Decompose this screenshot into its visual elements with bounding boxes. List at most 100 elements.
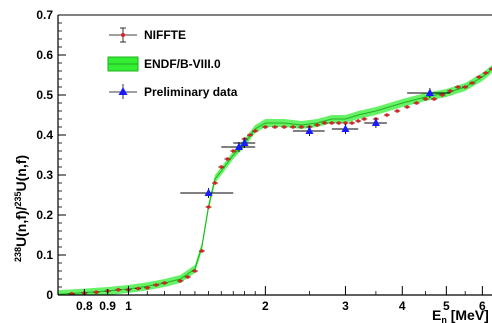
niffte-marker <box>185 275 190 279</box>
niffte-marker <box>362 117 367 121</box>
x-tick-label: 6 <box>479 299 486 313</box>
niffte-point <box>184 275 191 279</box>
niffte-marker <box>94 290 99 295</box>
niffte-point <box>361 117 368 121</box>
niffte-marker <box>200 249 204 253</box>
niffte-marker <box>206 205 211 209</box>
endf-line <box>58 68 492 295</box>
x-tick-label: 4 <box>399 299 406 313</box>
niffte-marker <box>343 121 348 125</box>
niffte-marker <box>350 121 354 125</box>
plot-area <box>58 65 492 295</box>
niffte-marker <box>440 93 445 97</box>
niffte-marker <box>470 81 475 85</box>
niffte-marker <box>336 121 341 125</box>
legend-endf-label: ENDF/B-VIII.0 <box>144 57 221 71</box>
niffte-point <box>191 269 198 273</box>
niffte-point <box>262 125 269 129</box>
y-tick-label: 0.4 <box>36 128 53 142</box>
niffte-marker <box>248 133 252 137</box>
preliminary-marker <box>234 142 243 150</box>
legend-entry-niffte: NIFFTE <box>109 27 186 43</box>
niffte-point <box>335 121 342 125</box>
preliminary-marker <box>425 88 434 96</box>
niffte-point <box>314 123 321 127</box>
niffte-point <box>205 205 212 209</box>
preliminary-marker <box>204 188 213 196</box>
y-tick-label: 0.7 <box>36 8 53 22</box>
niffte-marker <box>385 113 389 117</box>
preliminary-point <box>221 142 256 152</box>
legend-entry-preliminary: Preliminary data <box>109 84 238 99</box>
niffte-point <box>135 286 142 291</box>
preliminary-marker <box>371 118 380 126</box>
niffte-point <box>272 125 278 129</box>
niffte-point <box>115 288 122 292</box>
preliminary-marker <box>341 124 350 132</box>
niffte-point <box>218 165 225 169</box>
niffte-point <box>230 149 237 153</box>
x-tick-label: 3 <box>342 299 349 313</box>
niffte-marker <box>282 125 286 129</box>
niffte-marker <box>299 125 304 129</box>
legend-preliminary-marker <box>118 87 128 95</box>
axes: 0 0.1 0.2 0.3 0.4 0.5 0.6 0.7 0.8 0.9 1 2 3 4 5 6En [Me… <box>13 8 492 323</box>
niffte-marker <box>414 101 419 105</box>
niffte-point <box>289 125 296 129</box>
niffte-point <box>328 121 335 125</box>
niffte-point <box>404 105 411 109</box>
preliminary-point <box>364 118 387 128</box>
plot-inner <box>58 65 492 295</box>
x-tick-label: 1 <box>125 299 132 313</box>
y-tick-label: 0.3 <box>36 168 53 182</box>
x-tick-label: 0.8 <box>76 299 93 313</box>
niffte-marker <box>253 129 258 133</box>
y-tick-label: 0.1 <box>36 248 53 262</box>
niffte-marker <box>145 286 150 290</box>
preliminary-point <box>407 88 451 98</box>
niffte-marker <box>356 119 360 123</box>
niffte-point <box>447 89 454 93</box>
niffte-marker <box>432 97 436 101</box>
niffte-point <box>93 290 100 295</box>
niffte-point <box>348 121 355 125</box>
niffte-point <box>469 81 476 85</box>
preliminary-point <box>180 188 234 198</box>
niffte-marker <box>231 149 236 153</box>
niffte-point <box>177 279 184 283</box>
niffte-point <box>342 121 349 125</box>
legend: NIFFTE ENDF/B-VIII.0 Preliminary data <box>107 27 238 99</box>
niffte-marker <box>213 181 217 185</box>
niffte-marker <box>483 71 488 75</box>
niffte-point <box>321 121 328 125</box>
niffte-marker <box>291 125 295 129</box>
niffte-point <box>454 85 461 89</box>
niffte-marker <box>395 109 400 113</box>
niffte-point <box>246 133 253 137</box>
niffte-point <box>68 292 75 295</box>
niffte-marker <box>463 85 467 89</box>
niffte-point <box>224 157 231 161</box>
niffte-point <box>298 125 305 129</box>
niffte-marker <box>423 97 428 101</box>
niffte-point <box>462 85 469 89</box>
legend-preliminary-label: Preliminary data <box>144 85 238 99</box>
preliminary-marker <box>240 138 249 146</box>
niffte-marker <box>116 288 121 292</box>
x-tick-label: 5 <box>443 299 450 313</box>
niffte-marker <box>330 121 334 125</box>
niffte-marker <box>193 269 197 273</box>
niffte-point <box>144 286 151 290</box>
niffte-marker <box>322 121 327 125</box>
niffte-point <box>422 97 429 101</box>
y-tick-label: 0.2 <box>36 208 53 222</box>
y-axis-title: 238U(n,f)/235U(n,f) <box>13 155 29 262</box>
niffte-marker <box>225 157 230 161</box>
preliminary-point <box>331 124 359 134</box>
niffte-marker <box>315 123 319 127</box>
niffte-marker <box>263 125 268 129</box>
x-axis-title: En [MeV] <box>432 307 489 323</box>
niffte-marker <box>219 165 224 169</box>
niffte-point <box>161 281 168 285</box>
niffte-point <box>413 101 420 105</box>
